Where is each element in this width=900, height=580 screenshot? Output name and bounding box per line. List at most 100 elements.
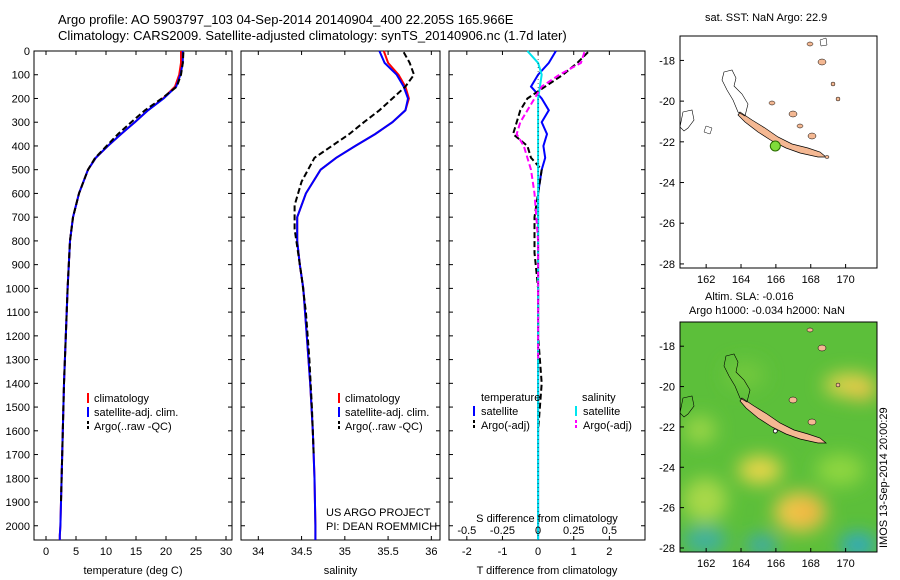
legend-label: climatology [345,393,401,405]
islet [817,344,827,352]
sst-map-frame [679,35,878,269]
legend-label: satellite-adj. clim. [94,407,178,419]
imos-timestamp: IMOS 13-Sep-2014 20:00:29 [878,407,890,548]
legend-label: satellite [481,406,518,418]
islet [835,382,841,388]
legend-label: Argo(..raw -QC) [94,421,172,433]
argo-position-marker [769,140,781,152]
x-tick-label: 162 [697,274,715,286]
x-tick-label: 0 [535,546,541,558]
x-tick-label: 170 [836,274,854,286]
islet [807,418,817,426]
y-tick-label: 1600 [6,426,30,438]
y-tick-label: -26 [659,218,675,230]
coastline-group [679,37,841,159]
y-tick-label: -18 [659,341,675,353]
x-tick-label: 35 [339,546,351,558]
islet [796,123,804,129]
series-line-3 [60,52,185,503]
y-tick-label: 1900 [6,497,30,509]
sst-map: 162 164 166 168 170 -18 -20 -22 -24 -26 -28 [659,35,878,286]
islet [768,100,776,106]
pi-label: PI: DEAN ROEMMICH [326,521,437,533]
altimetry-map-title-line1: Altim. SLA: -0.016 [705,291,794,303]
legend-title: salinity [582,392,616,404]
figure-title-line2: Climatology: CARS2009. Satellite-adjuste… [58,28,567,43]
d-entrecasteaux-outline [723,353,751,403]
x-tick-label: 170 [836,558,854,570]
x-tick-label: 20 [160,546,172,558]
x-tick-label: 25 [190,546,202,558]
x-tick-label: -2 [462,546,472,558]
islet [830,81,836,87]
y-tick-label: -22 [659,422,675,434]
islet [835,96,841,102]
legend-label: Argo(..raw -QC) [345,421,423,433]
reef-outline [703,125,713,135]
y-tick-label: 700 [12,212,30,224]
y-tick-label: 1100 [6,307,30,319]
x-tick-label: 1 [571,546,577,558]
x-axis-label: salinity [324,565,358,577]
y-tick-label: -26 [659,503,675,515]
y-tick-label: -20 [659,382,675,394]
islet [806,41,814,47]
x-tick-label: 168 [802,558,820,570]
y-tick-label: -20 [659,96,675,108]
x-axis-label: T difference from climatology [477,565,618,577]
legend-title: temperature [481,392,540,404]
y-tick-label: 1000 [6,283,30,295]
islet [817,58,827,66]
y-tick-label: 800 [12,236,30,248]
grande-terre-island [739,397,827,444]
altimetry-map: 162 164 166 168 170 -18 -20 -22 -24 -26 -28 [659,321,878,570]
x-tick-label: 164 [732,274,750,286]
plot-frame [448,50,646,541]
y-tick-label: 1800 [6,473,30,485]
difference-panel: -2 -1 0 1 2 T difference from climatology -0.5… [448,50,646,577]
argo-position-marker [772,428,778,434]
y-tick-label: -28 [659,543,675,555]
y-tick-label: -24 [659,178,675,190]
legend-label: Argo(-adj) [583,420,632,432]
figure-title-line1: Argo profile: AO 5903797_103 04-Sep-2014… [58,12,514,27]
x-tick-label: 30 [220,546,232,558]
x-tick-label: 168 [802,274,820,286]
legend-label: satellite [583,406,620,418]
x-tick-label: 164 [732,558,750,570]
islet [824,155,830,159]
grande-terre-island [737,111,827,158]
x-tick-label: -1 [498,546,508,558]
y-tick-label: 600 [12,188,30,200]
series-line-3 [293,51,416,455]
sst-map-title: sat. SST: NaN Argo: 22.9 [705,12,828,24]
y-tick-label: 100 [12,70,30,82]
legend-label: satellite-adj. clim. [345,407,429,419]
reef-outline [819,37,828,47]
d-entrecasteaux-outline [721,69,749,117]
legend-label: Argo(-adj) [481,420,530,432]
y-tick-label: 200 [12,93,30,105]
y-tick-label: -18 [659,55,675,67]
x-tick-label: 35.5 [377,546,398,558]
top-axis-label: S difference from climatology [476,513,618,525]
y-tick-label: -28 [659,259,675,271]
y-tick-label: 400 [12,141,30,153]
chesterfield-outline [680,395,695,418]
y-tick-label: 300 [12,117,30,129]
y-tick-label: -22 [659,137,675,149]
x-tick-label: 166 [767,558,785,570]
y-tick-label: 1200 [6,331,30,343]
y-tick-label: 2000 [6,521,30,533]
series-line-4 [515,51,586,360]
x-tick-label: 5 [73,546,79,558]
altimetry-map-title-line2: Argo h1000: -0.034 h2000: NaN [689,305,845,317]
y-tick-label: 1400 [6,378,30,390]
top-tick-label: 0.5 [602,525,617,537]
sla-field [680,322,877,552]
x-tick-label: 15 [130,546,142,558]
y-tick-label: 500 [12,165,30,177]
y-tick-label: 1300 [6,355,30,367]
top-tick-label: -0.25 [490,525,515,537]
